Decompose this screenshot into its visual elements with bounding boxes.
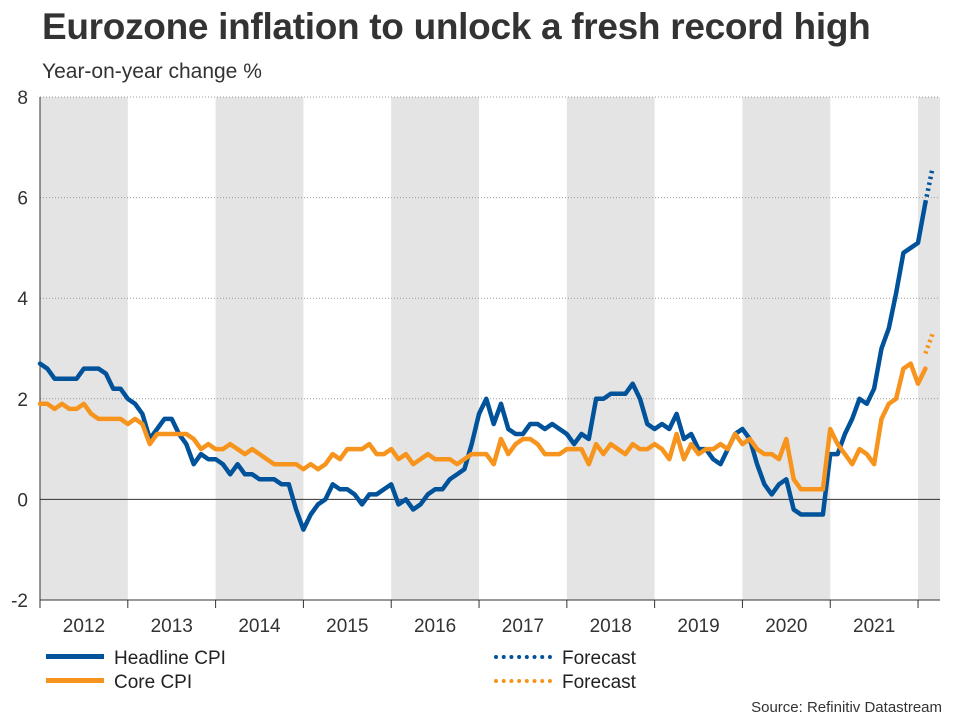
- legend-swatch-core-forecast: [494, 678, 552, 683]
- y-tick-label: 8: [17, 88, 28, 109]
- x-tick-label-2016: 2016: [414, 616, 456, 637]
- legend-label-headline: Headline CPI: [114, 648, 226, 669]
- legend-label-core-forecast: Forecast: [562, 672, 636, 693]
- x-tick-label-2020: 2020: [765, 616, 807, 637]
- x-tick-label-2018: 2018: [590, 616, 632, 637]
- x-tick-label-2013: 2013: [151, 616, 193, 637]
- x-tick-label-2021: 2021: [853, 616, 895, 637]
- y-tick-label: 4: [17, 289, 28, 310]
- year-band-2018: [566, 97, 655, 600]
- x-tick-label-2017: 2017: [502, 616, 544, 637]
- legend-swatch-headline: [46, 654, 104, 660]
- series-line-headline: [37, 200, 928, 532]
- series-line-core: [37, 361, 928, 492]
- source-note: Source: Refinitiv Datastream: [751, 699, 942, 716]
- legend-core-forecast: Forecast: [494, 672, 636, 694]
- legend-swatch-headline-forecast: [494, 654, 552, 659]
- legend-headline: Headline CPI: [46, 648, 226, 670]
- year-band-2012: [40, 97, 128, 600]
- year-band-2022: [918, 97, 940, 600]
- legend-headline-forecast: Forecast: [494, 648, 636, 670]
- x-tick-label-2019: 2019: [677, 616, 719, 637]
- year-band-2016: [391, 97, 480, 600]
- year-band-2020: [742, 97, 831, 600]
- legend-swatch-core: [46, 678, 104, 684]
- chart-title: Eurozone inflation to unlock a fresh rec…: [42, 6, 871, 47]
- y-tick-label: -2: [11, 591, 28, 612]
- y-tick-label: 0: [17, 490, 28, 511]
- legend-core: Core CPI: [46, 672, 192, 694]
- x-tick-label-2015: 2015: [326, 616, 368, 637]
- y-axis-label: Year-on-year change %: [42, 60, 262, 83]
- legend-label-headline-forecast: Forecast: [562, 648, 636, 669]
- y-tick-label: 6: [17, 189, 28, 210]
- x-tick-label-2014: 2014: [238, 616, 281, 637]
- x-tick-label-2012: 2012: [63, 616, 105, 637]
- legend-label-core: Core CPI: [114, 672, 193, 693]
- y-tick-label: 2: [17, 390, 28, 411]
- year-band-2014: [215, 97, 304, 600]
